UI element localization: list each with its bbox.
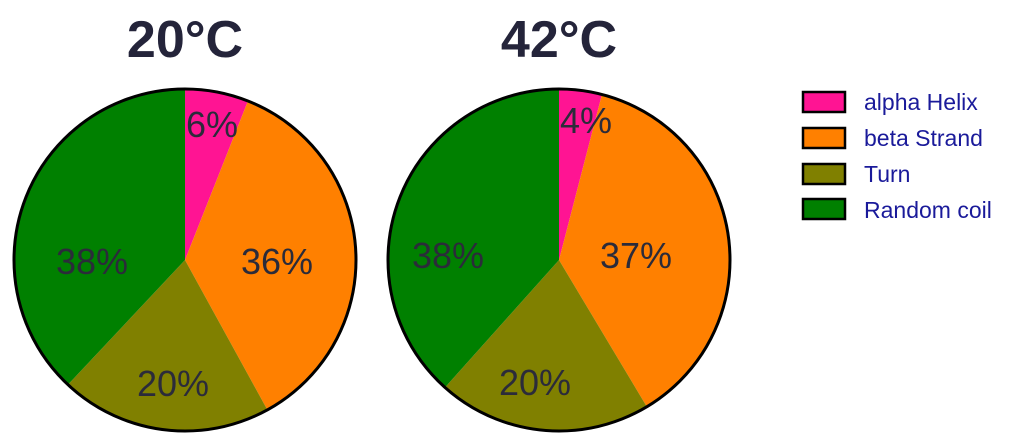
legend-swatch-alpha-helix	[801, 90, 847, 114]
legend-label-alpha-helix: alpha Helix	[864, 89, 978, 115]
slice-label-beta-strand: 36%	[241, 241, 313, 282]
pie-outline	[386, 87, 732, 433]
legend-item-alpha-helix: alpha Helix	[801, 89, 978, 115]
pie-slice-beta-strand	[185, 101, 356, 410]
chart-title-42c: 42°C	[501, 11, 617, 69]
slice-label-turn: 20%	[499, 362, 571, 403]
legend-label-random-coil: Random coil	[864, 197, 992, 223]
legend-swatch-random-coil	[801, 197, 847, 221]
pie-slice-alpha-helix	[185, 89, 248, 260]
pie-slice-beta-strand	[559, 94, 730, 407]
pie-slice-alpha-helix	[559, 89, 602, 260]
pie-labels-20c: 6% 36% 20% 38%	[56, 104, 313, 404]
slice-label-alpha-helix: 4%	[560, 100, 612, 141]
slice-label-random-coil: 38%	[56, 241, 128, 282]
legend-label-beta-strand: beta Strand	[864, 125, 983, 151]
pie-chart-42c: 42°C 4% 37% 20% 38%	[386, 11, 732, 433]
chart-title-20c: 20°C	[127, 11, 243, 69]
legend-item-turn: Turn	[801, 161, 910, 187]
pie-slice-random-coil	[388, 88, 559, 388]
slice-label-random-coil: 38%	[412, 235, 484, 276]
slice-label-alpha-helix: 6%	[186, 104, 238, 145]
slice-label-beta-strand: 37%	[600, 235, 672, 276]
legend-label-turn: Turn	[864, 161, 910, 187]
pie-chart-20c: 20°C 6% 36% 20% 38%	[12, 11, 358, 433]
pie-labels-42c: 4% 37% 20% 38%	[412, 100, 672, 403]
slice-label-turn: 20%	[137, 363, 209, 404]
pie-slices-20c	[12, 87, 358, 433]
pie-slice-random-coil	[14, 88, 186, 385]
legend: alpha Helix beta Strand Turn Random coil	[801, 89, 992, 223]
pie-slice-turn	[67, 260, 268, 431]
legend-swatch-turn	[801, 162, 847, 186]
legend-item-beta-strand: beta Strand	[801, 125, 983, 151]
pie-outline	[12, 87, 358, 433]
pie-slice-turn	[444, 260, 647, 431]
legend-item-random-coil: Random coil	[801, 197, 992, 223]
legend-swatch-beta-strand	[801, 126, 847, 150]
pie-slices-42c	[386, 87, 732, 433]
